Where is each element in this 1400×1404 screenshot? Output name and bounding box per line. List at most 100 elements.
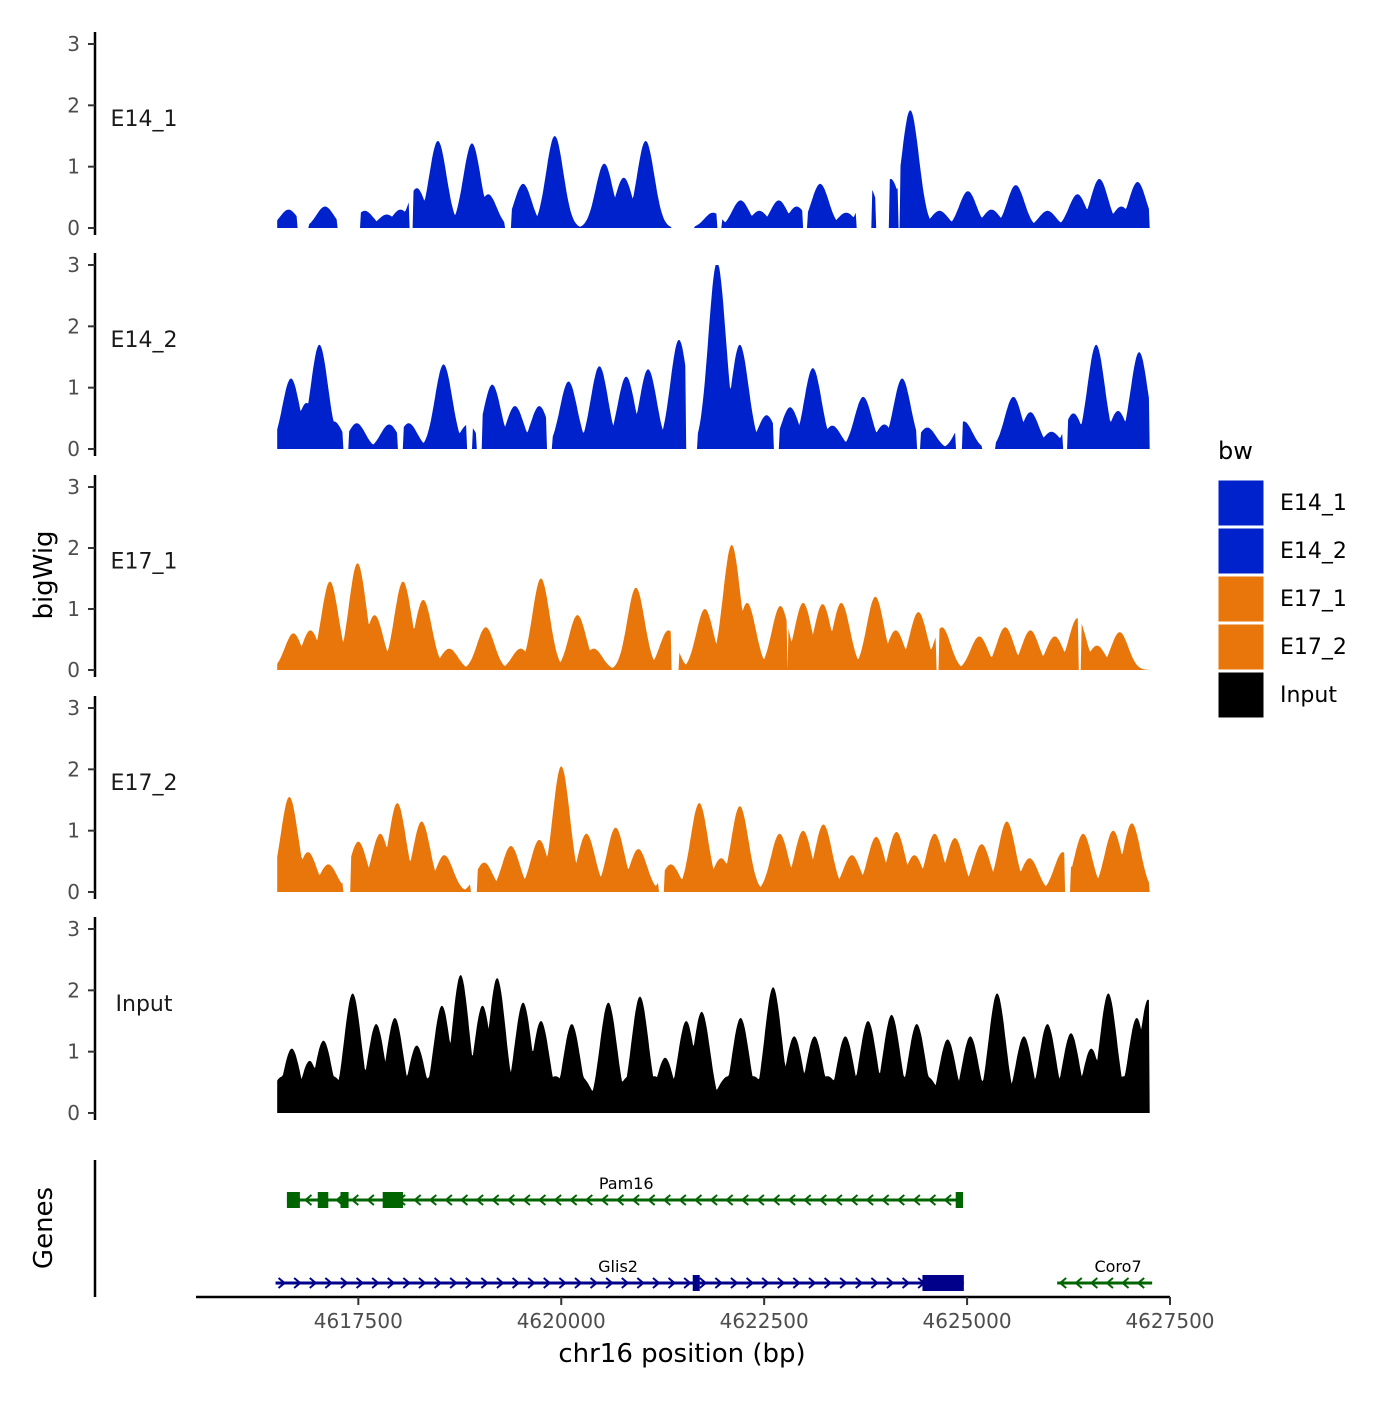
- y-tick-label: 3: [67, 917, 80, 941]
- legend-label: E14_1: [1280, 491, 1347, 516]
- strand-chevron: [855, 1277, 864, 1289]
- coverage-area-E17_2: [277, 766, 1150, 892]
- strand-chevron: [709, 1194, 718, 1206]
- strand-chevron: [355, 1277, 365, 1289]
- strand-chevron: [678, 1194, 687, 1206]
- y-tick-label: 3: [67, 696, 80, 720]
- y-tick-label: 3: [67, 32, 80, 56]
- strand-chevron: [413, 1194, 422, 1206]
- track-Input: 0 1 2 3 Input: [67, 917, 1150, 1125]
- strand-chevron: [418, 1277, 427, 1289]
- x-tick-label: 4622500: [720, 1309, 809, 1333]
- strand-chevron: [491, 1194, 500, 1206]
- strand-chevron: [662, 1194, 671, 1206]
- strand-chevron: [777, 1277, 786, 1289]
- legend-label: E14_2: [1280, 539, 1347, 564]
- strand-chevron: [647, 1194, 656, 1206]
- strand-chevron: [615, 1194, 625, 1206]
- strand-chevron: [511, 1277, 521, 1289]
- strand-chevron: [771, 1194, 781, 1206]
- strand-chevron: [927, 1194, 937, 1206]
- strand-chevron: [449, 1277, 458, 1289]
- strand-chevron: [849, 1194, 859, 1206]
- strand-chevron: [714, 1277, 723, 1289]
- strand-chevron: [881, 1194, 890, 1206]
- track-label: Input: [116, 992, 173, 1017]
- legend-label: E17_2: [1280, 635, 1347, 660]
- y-axis-title: bigWig: [29, 530, 59, 619]
- track-E17_1: 0 1 2 3 E17_1: [67, 475, 1150, 682]
- legend-swatch-E14_2: [1217, 527, 1265, 575]
- strand-chevron: [309, 1277, 318, 1289]
- legend: bw E14_1 E14_2 E17_1 E17_2 Input: [1217, 437, 1347, 719]
- legend-swatch-E17_1: [1217, 575, 1265, 623]
- track-label: E17_1: [111, 550, 178, 575]
- strand-chevron: [1121, 1277, 1130, 1289]
- y-tick-label: 3: [67, 253, 80, 277]
- strand-chevron: [543, 1277, 552, 1289]
- legend-swatch-E17_2: [1217, 623, 1265, 671]
- y-tick-label: 0: [67, 1101, 80, 1125]
- strand-chevron: [475, 1194, 484, 1206]
- strand-chevron: [428, 1194, 437, 1206]
- strand-chevron: [558, 1277, 567, 1289]
- strand-chevron: [350, 1194, 359, 1206]
- strand-chevron: [293, 1277, 302, 1289]
- gene-Pam16: Pam16: [286, 1174, 964, 1208]
- y-tick-label: 2: [67, 536, 80, 560]
- legend-label: Input: [1280, 683, 1337, 708]
- y-tick-label: 0: [67, 880, 80, 904]
- x-tick-label: 4620000: [517, 1309, 606, 1333]
- strand-chevron: [589, 1277, 599, 1289]
- exon-block: [317, 1192, 329, 1208]
- exon-block: [922, 1275, 964, 1291]
- x-axis: 4617500 4620000 4622500 4625000 4627500: [196, 1295, 1215, 1333]
- strand-chevron: [605, 1277, 614, 1289]
- strand-chevron: [444, 1194, 453, 1206]
- track-E17_2: 0 1 2 3 E17_2: [67, 696, 1150, 904]
- strand-chevron: [943, 1194, 952, 1206]
- strand-chevron: [537, 1194, 547, 1206]
- gene-Coro7: Coro7: [1057, 1257, 1153, 1289]
- strand-chevron: [402, 1277, 411, 1289]
- track-label: E14_1: [111, 107, 178, 132]
- y-tick-label: 1: [67, 376, 80, 400]
- legend-swatch-E14_1: [1217, 479, 1265, 527]
- strand-chevron: [303, 1194, 313, 1206]
- strand-chevron: [480, 1277, 489, 1289]
- gene-label: Glis2: [598, 1257, 638, 1276]
- strand-chevron: [584, 1194, 593, 1206]
- x-tick-label: 4627500: [1125, 1309, 1214, 1333]
- strand-chevron: [870, 1277, 879, 1289]
- coverage-area-E17_1: [277, 545, 1150, 670]
- strand-chevron: [1074, 1277, 1083, 1289]
- y-tick-label: 2: [67, 978, 80, 1002]
- strand-chevron: [761, 1277, 770, 1289]
- strand-chevron: [574, 1277, 583, 1289]
- coverage-tracks: 0 1 2 3 E14_1 0 1 2 3 E14_2 0 1 2 3 E17_1 0 1 2 3 E17_2 0 1 2 3…: [67, 32, 1150, 1125]
- coverage-area-E14_2: [277, 265, 1150, 449]
- strand-chevron: [1058, 1277, 1067, 1289]
- x-tick-label: 4617500: [314, 1309, 403, 1333]
- strand-chevron: [839, 1277, 848, 1289]
- exon-block: [382, 1192, 403, 1208]
- strand-chevron: [693, 1194, 703, 1206]
- strand-chevron: [683, 1277, 692, 1289]
- strand-chevron: [1105, 1277, 1114, 1289]
- strand-chevron: [725, 1194, 734, 1206]
- y-tick-label: 1: [67, 1040, 80, 1064]
- y-tick-label: 0: [67, 437, 80, 461]
- exon-block: [692, 1275, 700, 1291]
- y-tick-label: 2: [67, 757, 80, 781]
- strand-chevron: [740, 1194, 749, 1206]
- strand-chevron: [912, 1194, 921, 1206]
- x-tick-label: 4625000: [923, 1309, 1012, 1333]
- legend-title: bw: [1218, 437, 1253, 465]
- gene-label: Pam16: [599, 1174, 654, 1193]
- strand-chevron: [277, 1277, 287, 1289]
- coverage-area-Input: [277, 975, 1150, 1113]
- strand-chevron: [823, 1277, 833, 1289]
- gene-track: Pam16 Glis2 Coro7: [93, 1160, 1153, 1297]
- y-tick-label: 0: [67, 216, 80, 240]
